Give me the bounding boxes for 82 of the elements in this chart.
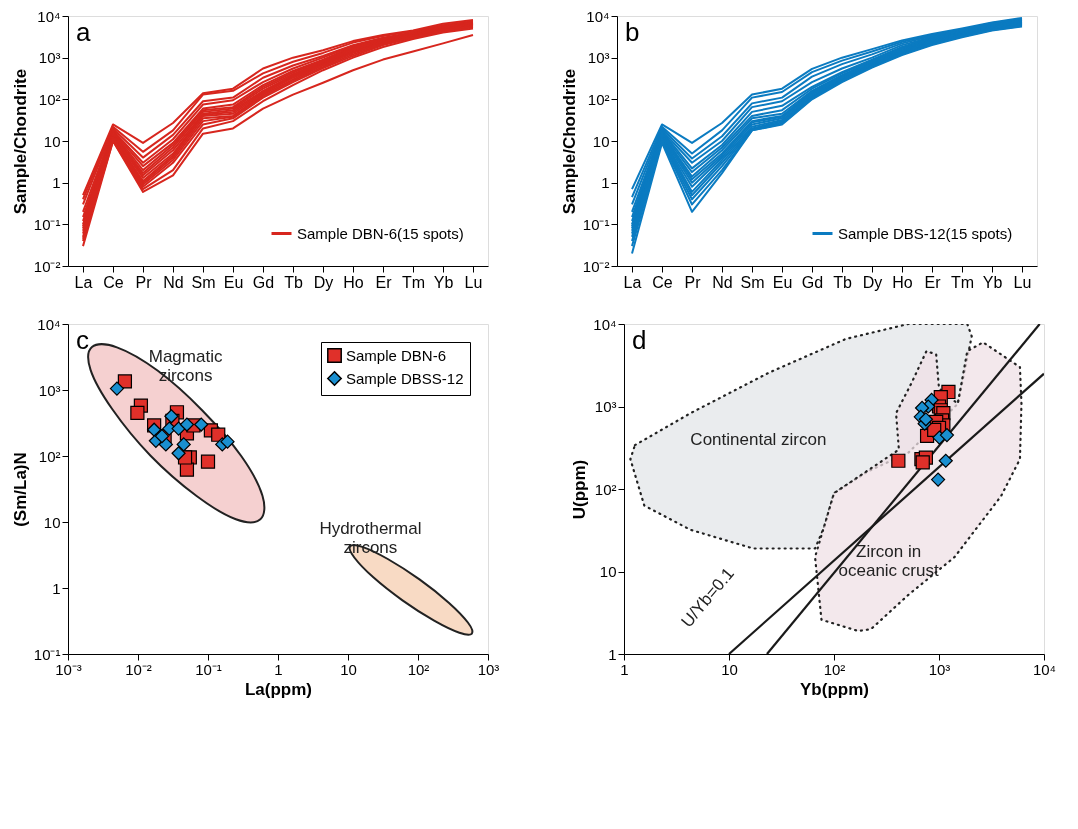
x-tick-label: Tb — [284, 273, 303, 291]
y-tick-label: 10³ — [38, 381, 61, 399]
x-tick-label: Eu — [772, 273, 793, 291]
y-tick-label: 10⁻² — [33, 257, 61, 275]
x-axis-title: Yb(ppm) — [800, 679, 869, 699]
y-tick-label: 10⁻¹ — [33, 645, 61, 663]
x-tick-label: Eu — [223, 273, 244, 291]
x-tick-label: 10³ — [928, 660, 951, 678]
x-tick-label: Gd — [252, 273, 275, 291]
y-axis-title: U(ppm) — [570, 459, 590, 520]
annotation: b — [625, 17, 640, 47]
y-axis-title: (Sm/La)N — [10, 452, 30, 527]
y-tick-label: 10⁴ — [37, 7, 61, 25]
y-tick-label: 10² — [587, 90, 610, 108]
y-tick-label: 10³ — [38, 49, 61, 67]
y-tick-label: 1 — [52, 579, 61, 597]
x-tick-label: 10 — [340, 660, 357, 678]
y-tick-label: 10³ — [587, 49, 610, 67]
y-tick-label: 1 — [52, 174, 61, 192]
x-tick-label: Ce — [652, 273, 673, 291]
annotation: d — [632, 325, 647, 355]
x-tick-label: 10⁻² — [125, 660, 152, 678]
x-axis-title: La(ppm) — [244, 679, 313, 699]
x-tick-label: Tb — [833, 273, 852, 291]
y-tick-label: 10⁻² — [582, 257, 610, 275]
x-tick-label: Lu — [464, 273, 483, 291]
x-tick-label: 10⁻³ — [55, 660, 82, 678]
annotation: Continental zircon — [690, 429, 827, 449]
y-tick-label: 10 — [592, 132, 610, 150]
x-tick-label: Pr — [135, 273, 153, 291]
x-tick-label: 1 — [620, 660, 629, 678]
y-tick-label: 10³ — [594, 398, 617, 415]
y-axis-title: Sample/Chondrite — [559, 68, 579, 215]
y-tick-label: 10 — [599, 563, 617, 580]
y-tick-label: 10² — [594, 480, 617, 498]
x-tick-label: 10 — [721, 660, 738, 678]
y-tick-label: 10² — [38, 447, 61, 465]
x-tick-label: Yb — [433, 273, 454, 291]
x-tick-label: Nd — [712, 273, 733, 291]
x-tick-label: La — [74, 273, 93, 291]
x-tick-label: 10⁻¹ — [195, 660, 222, 678]
x-tick-label: Er — [375, 273, 393, 291]
x-tick-label: Er — [924, 273, 942, 291]
y-tick-label: 10² — [38, 90, 61, 108]
x-tick-label: Tm — [950, 273, 975, 291]
x-tick-label: 10² — [407, 660, 430, 678]
legend-label: Sample DBN-6(15 spots) — [297, 224, 464, 242]
legend-label: Sample DBS-12(15 spots) — [838, 224, 1013, 242]
x-tick-label: Ho — [343, 273, 364, 291]
x-tick-label: 1 — [274, 660, 283, 678]
annotation: c — [76, 325, 89, 355]
x-tick-label: Nd — [163, 273, 184, 291]
x-tick-label: Ce — [103, 273, 124, 291]
x-tick-label: Sm — [740, 273, 765, 291]
y-tick-label: 10 — [43, 132, 61, 150]
y-tick-label: 10⁴ — [586, 7, 610, 25]
x-tick-label: La — [623, 273, 642, 291]
x-tick-label: Sm — [191, 273, 216, 291]
x-tick-label: Dy — [313, 273, 334, 291]
y-tick-label: 10⁴ — [37, 315, 61, 333]
x-tick-label: Gd — [801, 273, 824, 291]
x-tick-label: Ho — [892, 273, 913, 291]
y-tick-label: 10⁴ — [593, 315, 617, 333]
y-axis-title: Sample/Chondrite — [10, 68, 30, 215]
annotation: Zircon in oceanic crust — [838, 541, 939, 580]
x-tick-label: 10³ — [477, 660, 500, 678]
x-tick-label: Tm — [401, 273, 426, 291]
y-tick-label: 10 — [43, 513, 61, 531]
annotation: Hydrothermal zircons — [319, 518, 422, 557]
annotation: a — [76, 17, 91, 47]
x-tick-label: 10⁴ — [1032, 660, 1057, 678]
legend-label: Sample DBSS-12 — [346, 369, 464, 387]
x-tick-label: Pr — [684, 273, 702, 291]
legend-label: Sample DBN-6 — [346, 346, 447, 364]
x-tick-label: 10² — [823, 660, 846, 678]
x-tick-label: Lu — [1013, 273, 1032, 291]
x-tick-label: Yb — [982, 273, 1003, 291]
y-tick-label: 1 — [608, 645, 617, 663]
y-tick-label: 1 — [601, 174, 610, 192]
y-tick-label: 10⁻¹ — [33, 215, 61, 233]
x-tick-label: Dy — [862, 273, 883, 291]
y-tick-label: 10⁻¹ — [582, 215, 610, 233]
